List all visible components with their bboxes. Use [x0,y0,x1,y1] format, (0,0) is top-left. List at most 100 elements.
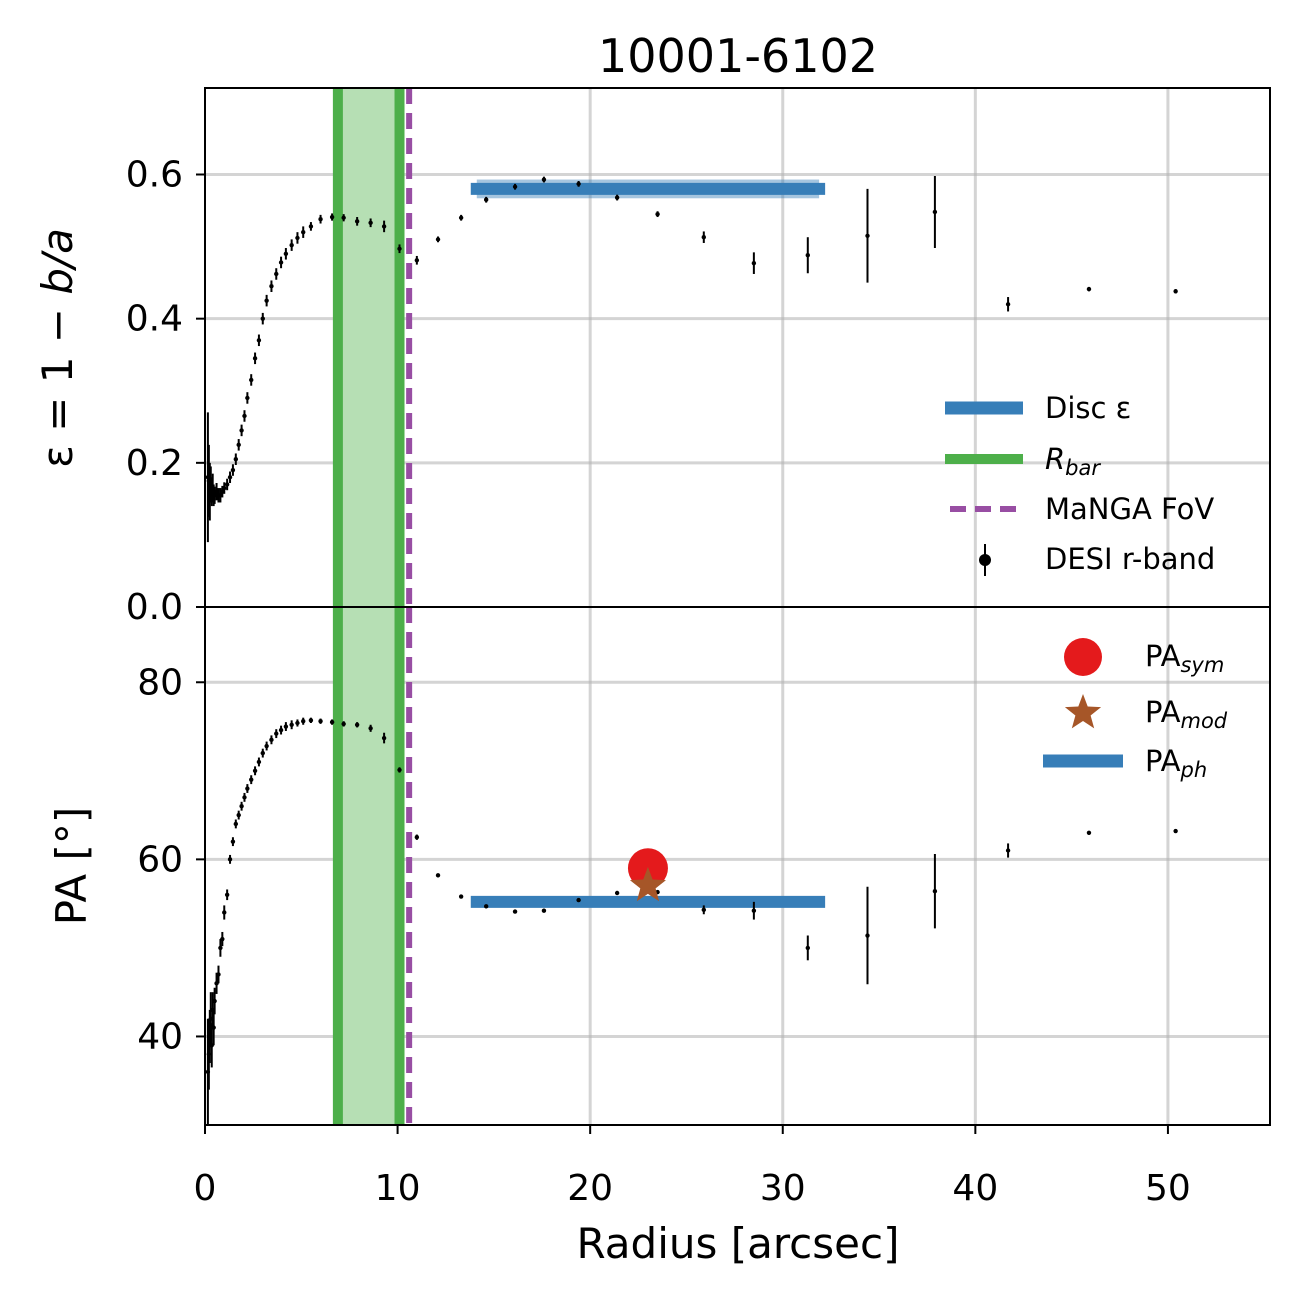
data-point [483,904,489,909]
x-tick-label: 40 [952,1168,998,1209]
x-axis-label: Radius [arcsec] [577,1219,900,1268]
bottom-y-axis-label: PA [°] [47,807,96,926]
data-point [233,821,239,827]
position-angle-panel: 40 60 80 0 10 20 30 40 50 PA [°] PAsym PAmod PA… [47,606,1271,1209]
data-point [278,727,284,733]
top-disc-ellipticity-band [470,179,826,199]
data-point [1173,289,1178,294]
legend-data-marker [979,554,991,566]
data-point [318,719,323,724]
data-point [805,945,810,951]
bottom-y-ticks: 40 60 80 [137,662,205,1057]
data-point [701,907,706,913]
y-tick-label: 0.4 [126,299,183,340]
x-tick-label: 10 [375,1168,421,1209]
legend-fov-label: MaNGA FoV [1045,492,1214,526]
data-point [751,260,757,266]
data-point [354,722,360,727]
data-point [283,724,289,729]
pa-mod-marker [629,866,666,902]
top-data-points [205,175,1178,543]
data-point [381,224,387,229]
data-point [865,933,870,938]
legend-pa-ph-label: PAph [1145,744,1207,782]
y-tick-label: 80 [137,662,183,703]
bottom-data-points [205,717,1178,1125]
x-tick-label: 50 [1145,1168,1191,1209]
data-point [256,338,262,343]
data-point [274,271,279,277]
top-bar-region [332,88,413,607]
data-point [368,726,373,731]
data-point [260,316,265,321]
data-point [1086,830,1092,835]
legend-pa-mod-marker [1064,694,1102,729]
data-point [211,1025,216,1030]
data-point [318,216,323,222]
data-point [260,750,265,756]
x-tick-label: 30 [760,1168,806,1209]
data-point [269,284,274,289]
data-point [614,195,620,200]
legend-bar-label: Rbar [1045,442,1101,480]
data-point [751,908,757,913]
data-point [256,759,262,765]
data-point [230,839,236,844]
data-point [435,237,441,242]
data-point [512,184,518,189]
data-point [1005,848,1011,853]
bottom-x-ticks: 0 10 20 30 40 50 [194,1125,1191,1209]
y-tick-label: 40 [137,1016,183,1057]
data-point [354,219,360,224]
data-point [289,242,294,248]
data-point [264,298,269,303]
data-point [230,467,236,473]
legend-pa-sym-label: PAsym [1145,639,1224,677]
data-point [233,457,239,462]
data-point [341,721,346,727]
bottom-axes-frame [204,606,1271,1126]
data-point [932,209,938,215]
data-point [483,197,489,202]
data-point [242,413,247,419]
bottom-pa-markers [627,848,668,902]
data-point [242,795,247,800]
data-point [239,804,244,809]
data-point [227,857,233,862]
data-point [308,224,314,229]
data-point [295,235,300,241]
data-point [381,735,387,741]
legend-pa-sym-marker [1064,638,1102,676]
data-point [1173,828,1178,834]
top-legend: Disc ε Rbar MaNGA FoV DESI r-band [945,391,1215,576]
data-point [245,395,250,401]
legend-disc-label: Disc ε [1045,391,1131,425]
bar-region-fill [337,88,400,607]
y-tick-label: 0.6 [126,155,183,196]
y-tick-label: 0.2 [126,443,183,484]
data-point [614,890,620,896]
data-point [289,722,294,727]
data-point [341,215,346,220]
y-tick-label: 60 [137,839,183,880]
data-point [222,485,227,491]
data-point [308,718,314,723]
data-point [274,731,279,736]
data-point [541,908,547,913]
data-point [216,972,221,977]
data-point [301,229,306,235]
data-point [212,998,217,1004]
data-point [252,768,258,774]
legend-pa-mod-label: PAmod [1145,695,1228,733]
data-point [224,892,230,897]
data-point [414,835,420,840]
data-point [397,246,402,251]
top-y-axis-label: ε = 1 − b/a [33,228,82,468]
data-point [1086,286,1092,292]
bar-region-fill [337,607,400,1125]
bottom-pa-ph-band [470,895,826,908]
data-point [865,233,870,238]
data-point [222,910,227,915]
data-point [236,442,241,448]
